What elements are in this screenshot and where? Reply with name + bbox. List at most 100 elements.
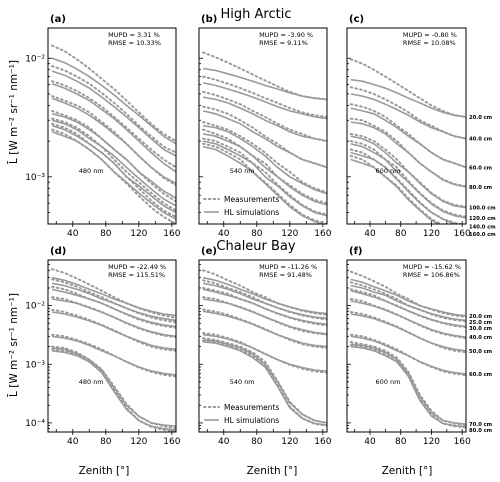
depth-label-25-0-cm: 25.0 cm (469, 320, 492, 326)
region-title-high-arctic: High Arctic (221, 7, 292, 22)
depth-label-80-0-cm: 80.0 cm (469, 185, 492, 191)
x-tick-label: 160 (314, 229, 331, 239)
depth-label-140-0-cm: 140.0 cm (469, 225, 496, 231)
meas-line-160-0-cm (202, 142, 327, 224)
meas-line-60-0-cm (349, 333, 466, 377)
sim-line-30-0-cm (202, 288, 327, 326)
sim-line-40-0-cm (350, 93, 466, 140)
sim-line-30-0-cm (51, 288, 176, 328)
meas-line-60-0-cm (51, 333, 176, 378)
series-group (202, 269, 327, 427)
meas-line-20-0-cm (51, 268, 176, 319)
panel-label: (f) (349, 246, 363, 257)
x-tick-label: 40 (218, 229, 230, 239)
meas-line-20-0-cm (51, 44, 176, 143)
meas-line-80-0-cm (349, 117, 466, 188)
x-tick-label: 120 (130, 229, 147, 239)
rmse-stat: RMSE = 106.86% (403, 271, 460, 279)
wavelength-label: 480 nm (79, 378, 104, 386)
sim-line-80-0-cm (350, 121, 466, 188)
rmse-stat: RMSE = 91.48% (259, 271, 312, 279)
x-tick-label: 40 (364, 437, 376, 447)
meas-line-140-0-cm (51, 122, 176, 218)
wavelength-label: 600 nm (376, 167, 401, 175)
rmse-stat: RMSE = 10.33% (108, 39, 161, 47)
meas-line-25-0-cm (51, 278, 176, 324)
x-tick-label: 40 (218, 437, 230, 447)
depth-label-160-0-cm: 160.0 cm (469, 232, 496, 238)
meas-line-120-0-cm (349, 140, 466, 218)
series-group (349, 58, 466, 224)
depth-label-30-0-cm: 30.0 cm (469, 326, 492, 332)
x-tick-label: 80 (251, 229, 263, 239)
sim-line-60-0-cm (51, 335, 176, 376)
depth-label-20-0-cm: 20.0 cm (469, 314, 492, 320)
y-tick-label: 10⁻⁴ (25, 419, 45, 429)
meas-line-20-0-cm (202, 51, 327, 101)
x-tick-label: 160 (163, 229, 180, 239)
meas-line-120-0-cm (51, 117, 176, 212)
legend-sim-label: HL simulations (224, 208, 279, 217)
plot-frame (47, 259, 177, 433)
legend-sim-label: HL simulations (224, 416, 279, 425)
x-tick-label: 40 (67, 437, 79, 447)
meas-line-80-0-cm (51, 348, 176, 432)
panel-label: (d) (50, 246, 66, 257)
x-tick-label: 80 (395, 229, 407, 239)
mupd-stat: MUPD = -11.26 % (259, 263, 317, 271)
y-tick-label: 10⁻³ (25, 360, 45, 370)
x-tick-label: 160 (314, 437, 331, 447)
sim-line-120-0-cm (51, 119, 176, 207)
depth-label-70-0-cm: 70.0 cm (469, 422, 492, 428)
sim-line-50-0-cm (202, 310, 327, 348)
meas-line-140-0-cm (349, 148, 465, 224)
series-group (202, 51, 327, 224)
panel-c: 40 80 120 160 (c) MUPD = -0.80 %RMSE = 10.08%… (346, 14, 496, 239)
meas-line-25-0-cm (202, 279, 327, 321)
series-group (51, 268, 176, 432)
rmse-stat: RMSE = 115.51% (108, 271, 165, 279)
mupd-stat: MUPD = -3.90 % (259, 31, 313, 39)
sim-line-30-0-cm (350, 289, 466, 328)
meas-line-60-0-cm (202, 90, 327, 143)
meas-line-50-0-cm (349, 311, 466, 354)
x-axis-label-1: Zenith [°] (79, 465, 130, 477)
plot-frame (346, 259, 467, 433)
depth-label-50-0-cm: 50.0 cm (469, 349, 492, 355)
depth-label-40-0-cm: 40.0 cm (469, 335, 492, 341)
sim-line-60-0-cm (202, 96, 327, 142)
series-group (51, 44, 176, 224)
panel-d: 10⁻² 10⁻³ 10⁻⁴ 40 80 120 160 (d) MUPD = -22.49 %… (25, 246, 181, 447)
mupd-stat: MUPD = -22.49 % (108, 263, 166, 271)
meas-line-30-0-cm (349, 288, 466, 329)
sim-line-60-0-cm (51, 82, 176, 173)
sim-line-80-0-cm (350, 345, 466, 428)
meas-line-50-0-cm (51, 308, 176, 352)
region-title-chaleur-bay: Chaleur Bay (216, 239, 295, 254)
meas-line-80-0-cm (202, 105, 327, 169)
panel-label: (e) (201, 246, 217, 257)
meas-line-70-0-cm (349, 341, 466, 426)
sim-line-20-0-cm (202, 67, 327, 101)
meas-line-140-0-cm (202, 137, 327, 216)
x-tick-label: 80 (100, 229, 112, 239)
depth-label-120-0-cm: 120.0 cm (469, 216, 496, 222)
meas-line-120-0-cm (202, 128, 327, 205)
depth-label-60-0-cm: 60.0 cm (469, 372, 492, 378)
meas-line-40-0-cm (202, 296, 327, 336)
x-axis-label-2: Zenith [°] (247, 465, 298, 477)
mupd-stat: MUPD = -0.80 % (403, 31, 457, 39)
meas-line-40-0-cm (202, 75, 327, 118)
y-tick-label: 10⁻³ (25, 173, 45, 183)
sim-line-40-0-cm (51, 70, 176, 157)
panel-a: 10⁻² 10⁻³ 40 80 120 160 (a) MUPD = 3.31 %RMSE =… (25, 14, 181, 239)
y-axis-label-top: L̄ [W m⁻² sr⁻¹ nm⁻¹] (7, 60, 20, 165)
rmse-stat: RMSE = 9.11% (259, 39, 308, 47)
meas-line-80-0-cm (202, 339, 327, 427)
meas-line-50-0-cm (202, 308, 327, 349)
meas-line-20-0-cm (349, 58, 466, 118)
meas-line-40-0-cm (349, 298, 466, 340)
meas-line-80-0-cm (349, 344, 466, 429)
panel-f: 40 80 120 160 (f) MUPD = -15.62 %RMSE = 106.8… (346, 246, 492, 447)
